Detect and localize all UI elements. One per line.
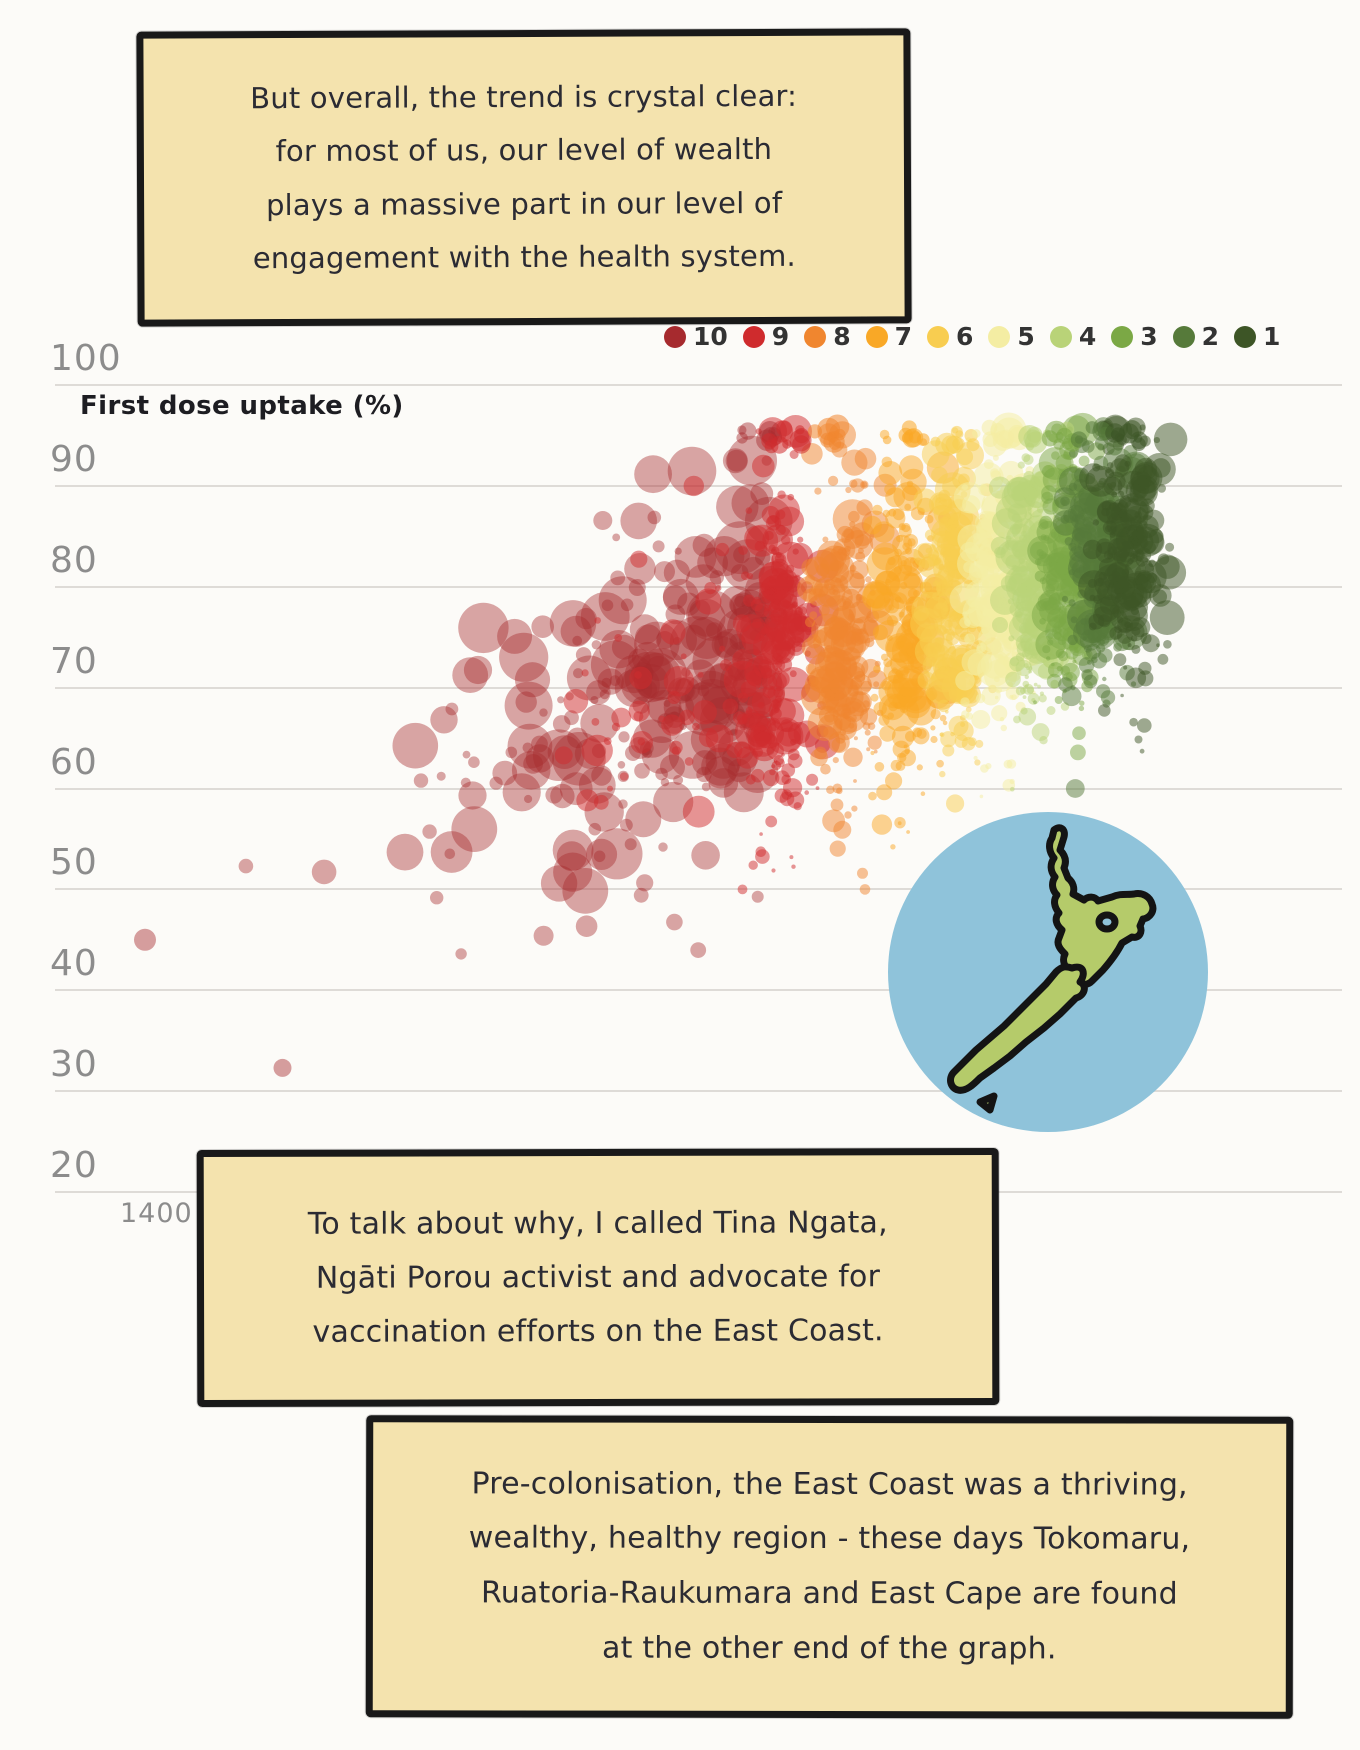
gridline — [55, 989, 1342, 992]
gridline — [55, 585, 1342, 588]
speech-text-line: at the other end of the graph. — [602, 1630, 1057, 1666]
y-axis-tick-label: 20 — [50, 1145, 98, 1186]
legend-label: 9 — [771, 322, 790, 351]
gridline — [55, 787, 1342, 790]
y-axis-tick-label: 90 — [50, 438, 98, 480]
decile-10-spread — [238, 435, 798, 960]
legend-label: 2 — [1201, 322, 1220, 351]
legend-dot — [927, 325, 950, 348]
speech-box-tina-ngata: To talk about why, I called Tina Ngata, … — [196, 1147, 1000, 1408]
legend-dot — [1111, 325, 1134, 348]
legend-label: 4 — [1078, 322, 1097, 351]
y-axis-tick-label: 70 — [50, 640, 98, 682]
legend-label: 8 — [833, 322, 851, 351]
legend-dot — [804, 325, 827, 348]
x-axis-tick-label: 1400 — [120, 1198, 193, 1229]
legend-dot — [1234, 325, 1257, 348]
speech-text-line: vaccination efforts on the East Coast. — [312, 1312, 884, 1350]
map-globe-circle — [888, 812, 1208, 1132]
legend-dot — [988, 325, 1011, 348]
speech-box-east-coast: Pre-colonisation, the East Coast was a t… — [365, 1415, 1294, 1719]
legend-label: 6 — [956, 322, 974, 351]
speech-text-line: Ruatoria-Raukumara and East Cape are fou… — [480, 1575, 1178, 1612]
new-zealand-map-badge — [876, 800, 1220, 1144]
legend-dot — [1049, 325, 1072, 348]
legend-dot — [742, 325, 765, 348]
legend-item-decile-2: 2 — [1172, 322, 1220, 351]
gridline — [55, 384, 1342, 386]
y-axis-tick-label: 60 — [50, 741, 98, 783]
legend-label: 3 — [1140, 322, 1158, 351]
legend-label: 10 — [693, 322, 728, 351]
legend-item-decile-5: 5 — [988, 322, 1035, 351]
speech-text-line: wealthy, healthy region - these days Tok… — [468, 1520, 1191, 1558]
y-axis-title: First dose uptake (%) — [80, 391, 404, 421]
legend-item-decile-6: 6 — [927, 322, 973, 351]
stewart-island-shape — [976, 1092, 998, 1114]
legend-dot — [865, 325, 888, 348]
legend-item-decile-3: 3 — [1111, 322, 1158, 351]
speech-text-line: To talk about why, I called Tina Ngata, — [307, 1204, 888, 1242]
legend-item-decile-9: 9 — [742, 322, 790, 351]
gridline — [55, 1090, 1342, 1093]
south-island-shape — [947, 963, 1088, 1094]
legend-item-decile-7: 7 — [865, 322, 913, 351]
y-axis-tick-label: 40 — [50, 943, 98, 985]
legend-label: 5 — [1017, 322, 1035, 351]
gridline — [55, 888, 1342, 891]
legend-dot — [1172, 325, 1195, 348]
outlier-bubbles — [134, 928, 292, 1077]
y-axis-tick-label: 30 — [50, 1044, 98, 1086]
legend-item-decile-8: 8 — [804, 322, 851, 351]
legend-label: 7 — [894, 322, 913, 351]
legend-item-decile-10: 10 — [664, 322, 728, 351]
speech-text-line: Ngāti Porou activist and advocate for — [315, 1258, 881, 1296]
lake-taupo-shape — [1095, 911, 1119, 933]
speech-text-line: Pre-colonisation, the East Coast was a t… — [471, 1466, 1188, 1503]
y-axis-tick-label: 80 — [50, 539, 98, 581]
y-axis-tick-label: 50 — [50, 842, 98, 884]
legend-item-decile-4: 4 — [1049, 322, 1097, 351]
decile-legend: 10 9 8 7 6 5 4 3 2 1 — [664, 322, 1280, 351]
legend-dot — [664, 325, 686, 348]
north-island-shape — [1046, 824, 1157, 988]
legend-label: 1 — [1263, 322, 1281, 351]
top-row-clusters — [736, 414, 1148, 457]
y-axis-tick-label: 100 — [50, 338, 122, 379]
gridline — [55, 686, 1342, 689]
legend-item-decile-1: 1 — [1234, 322, 1280, 351]
